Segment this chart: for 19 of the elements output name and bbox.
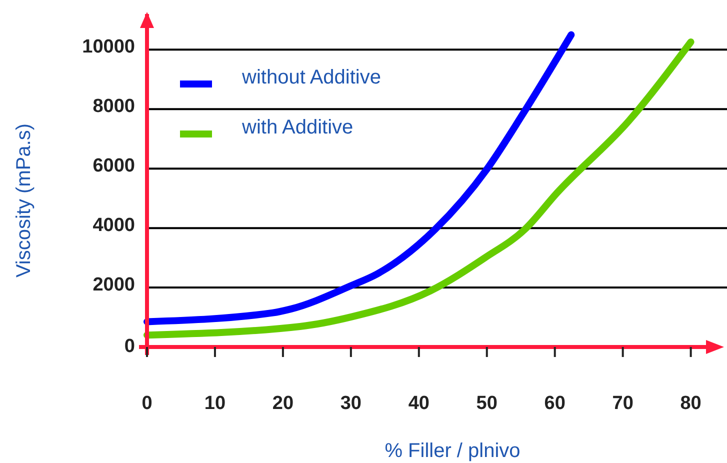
x-axis-title: % Filler / plnivo	[384, 440, 520, 462]
y-tick-label: 4000	[92, 215, 135, 236]
legend-label: with Additive	[241, 116, 354, 138]
x-tick-label: 30	[340, 393, 362, 414]
x-tick-label: 20	[272, 393, 294, 414]
y-tick-label: 6000	[92, 156, 135, 177]
y-tick-label: 8000	[92, 96, 135, 118]
x-tick-label: 50	[476, 393, 498, 414]
legend-label: without Additive	[241, 66, 381, 88]
x-tick-label: 70	[612, 393, 634, 414]
y-tick-label: 0	[124, 336, 135, 358]
x-tick-label: 60	[544, 393, 566, 414]
x-tick-label: 10	[204, 393, 226, 414]
y-tick-label: 10000	[82, 36, 135, 58]
x-tick-label: 40	[408, 393, 430, 414]
y-tick-label: 2000	[92, 274, 135, 296]
x-tick-label: 0	[142, 393, 152, 414]
y-axis-title: Viscosity (mPa.s)	[13, 123, 35, 278]
x-tick-label: 80	[680, 393, 702, 414]
